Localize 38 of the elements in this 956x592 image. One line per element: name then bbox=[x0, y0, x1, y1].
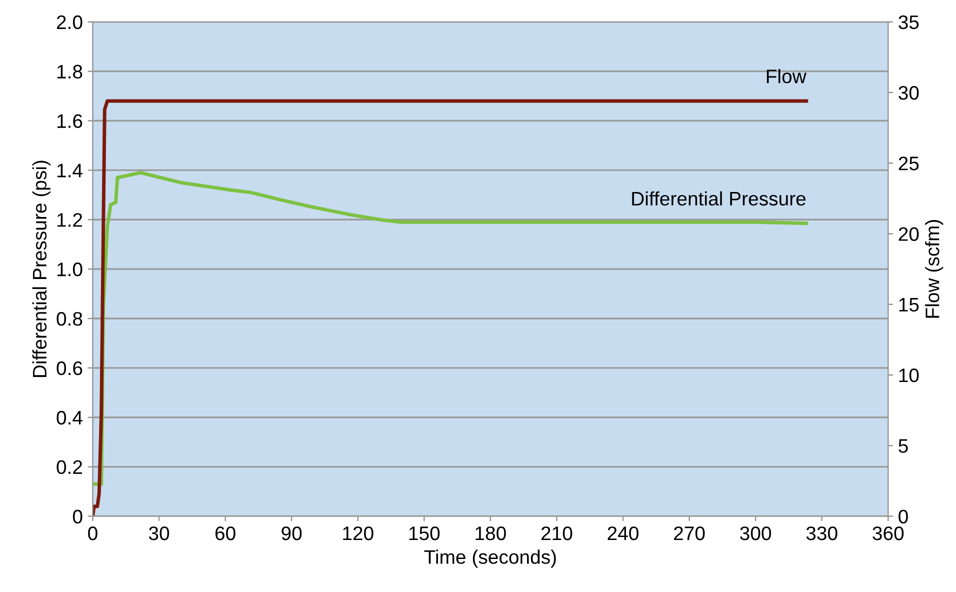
x-tick-label: 0 bbox=[88, 526, 98, 540]
series-label: Differential Pressure bbox=[632, 191, 806, 206]
y-tick-label: 1.6 bbox=[57, 114, 82, 128]
x-tick-label: 330 bbox=[806, 526, 838, 540]
y-tick-label: 0.4 bbox=[56, 410, 82, 425]
y2-tick-label: 5 bbox=[898, 439, 908, 453]
y2-tick-label: 20 bbox=[898, 227, 919, 241]
y2-tick-label: 35 bbox=[898, 15, 919, 30]
y-tick-label: 1.8 bbox=[57, 64, 82, 79]
x-tick-label: 360 bbox=[872, 526, 904, 540]
y2-tick-label: 15 bbox=[899, 298, 919, 312]
y2-axis-title: Flow (scfm) bbox=[925, 220, 944, 318]
x-tick-label: 150 bbox=[409, 526, 440, 540]
y-tick-label: 0.8 bbox=[56, 312, 82, 326]
x-tick-label: 240 bbox=[608, 526, 638, 540]
x-tick-label: 300 bbox=[740, 526, 772, 540]
y2-tick-label: 25 bbox=[898, 156, 919, 170]
x-tick-label: 30 bbox=[148, 526, 170, 540]
y2-tick-label: 30 bbox=[898, 86, 919, 100]
x-tick-label: 60 bbox=[215, 526, 236, 540]
y-tick-label: 0.6 bbox=[56, 361, 82, 376]
x-tick-label: 90 bbox=[282, 526, 302, 540]
y-tick-label: 0.2 bbox=[56, 460, 82, 474]
series-label: Flow bbox=[766, 68, 806, 84]
y-tick-label: 2.0 bbox=[56, 15, 82, 30]
x-tick-label: 120 bbox=[343, 526, 374, 540]
x-tick-label: 210 bbox=[541, 526, 572, 540]
y2-tick-label: 10 bbox=[899, 368, 919, 382]
y-tick-label: 0 bbox=[72, 510, 82, 524]
y-tick-label: 1.2 bbox=[57, 213, 82, 227]
y-axis-title: Differential Pressure (psi) bbox=[32, 160, 50, 377]
y-tick-label: 1.4 bbox=[57, 164, 82, 178]
y2-tick-label: 0 bbox=[898, 510, 908, 524]
x-tick-label: 180 bbox=[476, 526, 506, 540]
x-tick-label: 270 bbox=[674, 526, 705, 540]
line-series bbox=[92, 99, 808, 516]
y-tick-label: 1.0 bbox=[57, 262, 82, 276]
x-axis-title: Time (seconds) bbox=[424, 550, 556, 568]
